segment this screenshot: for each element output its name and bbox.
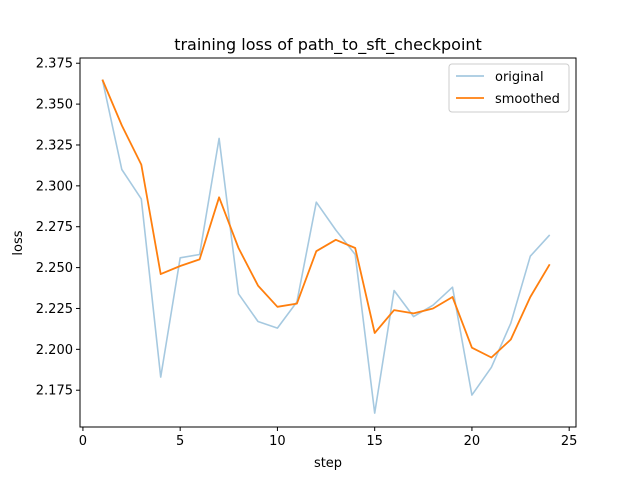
y-tick-label: 2.225	[36, 302, 73, 317]
y-tick-label: 2.300	[36, 179, 73, 194]
x-tick-label: 25	[561, 434, 578, 449]
x-tick-label: 5	[176, 434, 184, 449]
y-tick-label: 2.250	[36, 261, 73, 276]
legend: original smoothed	[448, 63, 570, 113]
chart-title: training loss of path_to_sft_checkpoint	[174, 35, 482, 55]
y-tick-label: 2.350	[36, 98, 73, 113]
x-tick-label: 20	[464, 434, 481, 449]
y-axis: 2.175 2.200 2.225 2.250 2.275 2.300 2.325 2.350…	[36, 57, 80, 399]
series-layer	[101, 79, 551, 414]
plot-area-frame	[79, 57, 577, 428]
series-line-smoothed	[101, 79, 551, 359]
x-axis-label: step	[314, 456, 342, 471]
series-line-original	[101, 79, 551, 414]
x-tick-label: 15	[366, 434, 383, 449]
y-tick-label: 2.325	[36, 138, 73, 153]
y-tick-label: 2.200	[36, 343, 73, 358]
y-tick-label: 2.175	[36, 384, 73, 399]
y-tick-label: 2.275	[36, 220, 73, 235]
legend-label-original: original	[495, 70, 544, 85]
y-axis-label: loss	[11, 230, 26, 255]
x-tick-label: 0	[79, 434, 87, 449]
x-tick-label: 10	[269, 434, 286, 449]
x-axis: 0 5 10 15 20 25	[79, 427, 578, 449]
legend-label-smoothed: smoothed	[495, 92, 560, 107]
y-tick-label: 2.375	[36, 57, 73, 72]
